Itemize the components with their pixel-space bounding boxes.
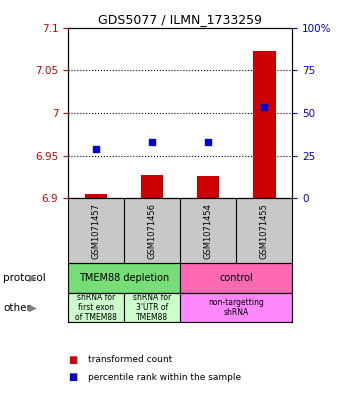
Bar	[141, 174, 163, 198]
Bar	[68, 293, 124, 322]
Text: other: other	[3, 303, 31, 312]
Text: GSM1071457: GSM1071457	[91, 203, 101, 259]
Text: shRNA for
first exon
of TMEM88: shRNA for first exon of TMEM88	[75, 293, 117, 322]
Bar	[180, 263, 292, 293]
Text: protocol: protocol	[3, 273, 46, 283]
Bar	[253, 51, 275, 198]
Text: shRNA for
3'UTR of
TMEM88: shRNA for 3'UTR of TMEM88	[133, 293, 171, 322]
Text: GSM1071456: GSM1071456	[148, 203, 157, 259]
Text: TMEM88 depletion: TMEM88 depletion	[79, 273, 169, 283]
Text: percentile rank within the sample: percentile rank within the sample	[88, 373, 241, 382]
Text: non-targetting
shRNA: non-targetting shRNA	[208, 298, 264, 317]
Text: ▶: ▶	[29, 303, 37, 312]
Title: GDS5077 / ILMN_1733259: GDS5077 / ILMN_1733259	[98, 13, 262, 26]
Text: ■: ■	[68, 354, 77, 365]
Text: ■: ■	[68, 372, 77, 382]
Bar	[124, 293, 180, 322]
Text: ▶: ▶	[29, 273, 37, 283]
Bar	[197, 176, 219, 198]
Text: GSM1071454: GSM1071454	[204, 203, 213, 259]
Text: control: control	[219, 273, 253, 283]
Bar	[180, 293, 292, 322]
Text: transformed count: transformed count	[88, 355, 173, 364]
Bar	[85, 194, 107, 198]
Bar	[68, 263, 180, 293]
Text: GSM1071455: GSM1071455	[260, 203, 269, 259]
